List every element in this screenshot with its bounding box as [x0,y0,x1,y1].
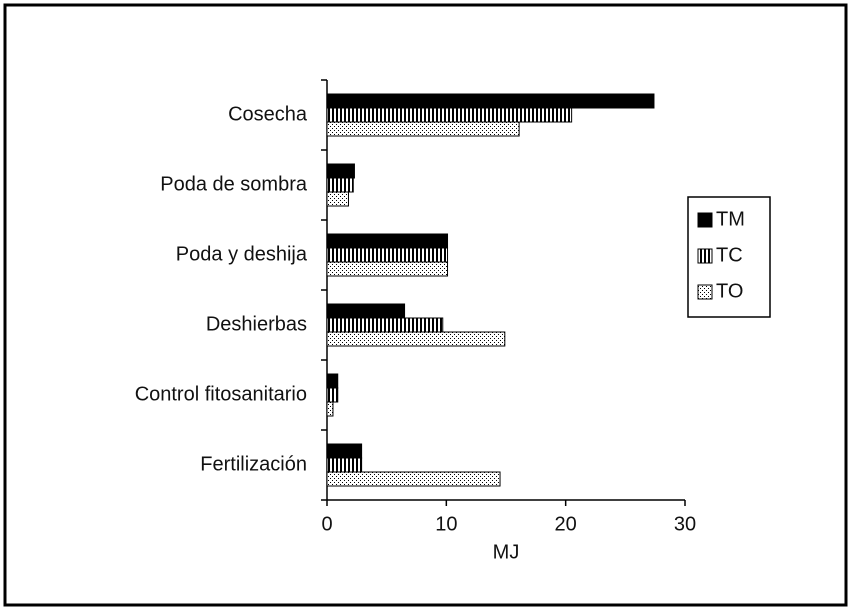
legend-swatch [697,212,713,228]
y-tick-label: Deshierbas [206,313,307,335]
bar [326,317,444,333]
bar [326,191,349,207]
bar [326,443,363,459]
y-tick-label: Control fitosanitario [135,383,307,405]
legend-label: TC [716,244,743,266]
bar [326,121,520,137]
bar [326,261,449,277]
y-tick-label: Poda de sombra [160,173,308,195]
legend-label: TO [716,280,743,302]
bar [326,457,363,473]
x-tick-label: 30 [674,513,696,535]
bar [326,331,506,347]
frame [3,3,848,607]
bar [326,401,334,417]
bar [326,387,339,403]
bar [326,247,449,263]
bar [326,233,449,249]
bar [326,471,501,487]
bar [326,373,339,389]
legend-label: TM [716,208,745,230]
y-tick-label: Poda y deshija [176,243,308,265]
bar [326,303,406,319]
bar [326,163,355,179]
x-tick-label: 10 [435,513,457,535]
bar [326,177,354,193]
legend-swatch [697,284,713,300]
bar [326,107,573,123]
x-tick-label: 20 [555,513,577,535]
bar [326,93,655,109]
y-tick-label: Cosecha [228,103,308,125]
y-tick-label: Fertilización [200,453,307,475]
x-tick-label: 0 [321,513,332,535]
legend-swatch [697,248,713,264]
x-axis-label: MJ [493,541,520,563]
